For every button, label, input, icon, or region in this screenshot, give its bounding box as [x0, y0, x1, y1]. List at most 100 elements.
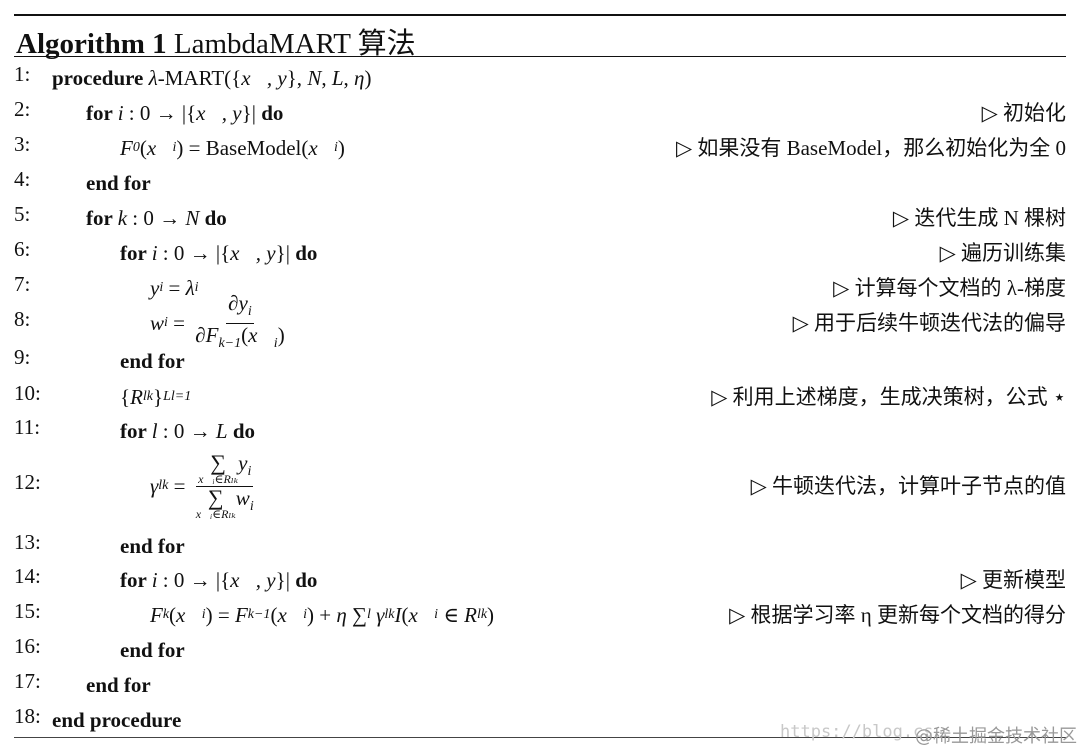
line-code: for k : 0 → N do — [86, 202, 227, 234]
keyword: do — [295, 240, 318, 265]
math-text: ∑ — [346, 602, 367, 627]
math-symbol: γ — [376, 602, 385, 627]
math-text: ( — [401, 602, 409, 627]
fraction: ∂yi ∂Fk−1(x⃗i) — [193, 292, 286, 355]
keyword: for — [120, 418, 152, 443]
keyword: do — [261, 100, 284, 125]
line-number: 3: — [14, 132, 31, 156]
line-comment: ▷ 如果没有 BaseModel，那么初始化为全 0 — [676, 132, 1066, 162]
math-symbol: η — [336, 602, 347, 627]
math-text: = — [167, 310, 191, 335]
algorithm-title: Algorithm 1 LambdaMART 算法 — [16, 20, 416, 62]
algorithm-label: Algorithm 1 — [16, 28, 167, 60]
line-number: 18: — [14, 704, 41, 728]
summation-index: x⃗ᵢ∈Rₗₖ — [195, 506, 236, 521]
math-text: , — [321, 65, 332, 90]
algorithm-line: 1: procedure λ -MART({x⃗, y}, N, L, η) — [0, 62, 1080, 94]
bottom-rule — [14, 737, 1066, 738]
algorithm-line: 14: for i : 0 → |{x⃗, y}| do ▷ 更新模型 — [0, 564, 1080, 596]
subscript: k — [162, 607, 170, 622]
line-number: 12: — [14, 470, 41, 494]
math-symbol: ∂y — [228, 290, 248, 315]
superscript: L — [163, 389, 171, 404]
line-code: for i : 0 → |{x⃗, y}| do — [120, 564, 317, 596]
comment-marker-icon: ▷ — [892, 206, 910, 230]
keyword: end procedure — [52, 707, 182, 732]
subscript: k−1 — [247, 607, 271, 622]
math-symbol: l — [151, 418, 158, 443]
summation: ∑ x⃗ᵢ∈Rₗₖ — [195, 486, 236, 521]
subscript: i — [247, 303, 252, 319]
math-text: ) — [337, 135, 345, 160]
comment-text: 如果没有 BaseModel，那么初始化为全 0 — [697, 136, 1066, 160]
math-text: : 0 → |{ — [157, 240, 231, 265]
line-number: 16: — [14, 634, 41, 658]
math-symbol: λ — [185, 275, 195, 300]
math-text: }| — [275, 567, 296, 592]
math-symbol: x⃗, y — [196, 100, 242, 125]
math-symbol: F — [120, 135, 133, 160]
algorithm-line: 8: w i = ∂yi ∂Fk−1(x⃗i) ▷ 用于后续牛顿迭代法的偏导 — [0, 292, 1080, 351]
math-symbol: i — [117, 100, 124, 125]
math-text: ) = — [205, 602, 235, 627]
subscript: i — [334, 140, 338, 155]
subscript: lk — [384, 607, 395, 622]
math-text: , — [343, 65, 355, 90]
subscript: i — [434, 607, 439, 622]
line-number: 7: — [14, 272, 31, 296]
line-comment: ▷ 根据学习率 η 更新每个文档的得分 — [729, 599, 1066, 629]
comment-marker-icon: ▷ — [939, 241, 956, 265]
comment-text: 牛顿迭代法，计算叶子节点的值 — [772, 474, 1066, 498]
fraction: ∑ x⃗ᵢ∈Rₗₖ yi ∑ x⃗ᵢ∈Rₗₖ wi — [194, 451, 256, 521]
line-number: 9: — [14, 345, 31, 369]
line-number: 14: — [14, 564, 41, 588]
math-symbol: ∂F — [195, 322, 219, 347]
algorithm-line: 9: end for — [0, 345, 1080, 377]
keyword: for — [120, 567, 152, 592]
math-symbol: x⃗ — [277, 602, 304, 627]
math-text: : 0 → — [127, 205, 186, 230]
line-code: for i : 0 → |{x⃗, y}| do — [86, 97, 283, 129]
math-text: { — [120, 384, 131, 409]
keyword: do — [199, 205, 227, 230]
subscript: l — [366, 607, 371, 622]
math-symbol: x⃗, y — [241, 65, 287, 90]
comment-text: 迭代生成 N 棵树 — [914, 206, 1066, 230]
math-symbol: x⃗ — [248, 322, 274, 347]
math-symbol: x⃗ — [308, 135, 335, 160]
subscript: lk — [476, 607, 488, 622]
math-symbol: w — [235, 485, 250, 510]
fraction-numerator: ∑ x⃗ᵢ∈Rₗₖ yi — [196, 451, 254, 487]
math-symbol: R — [130, 384, 143, 409]
comment-text: 计算每个文档的 λ-梯度 — [854, 276, 1066, 300]
math-symbol: x⃗ — [176, 602, 202, 627]
comment-text: 初始化 — [1003, 101, 1066, 125]
subscript: i — [172, 140, 177, 155]
algorithm-line: 6: for i : 0 → |{x⃗, y}| do ▷ 遍历训练集 — [0, 237, 1080, 269]
line-code: end for — [120, 634, 185, 666]
keyword: end for — [86, 170, 151, 195]
line-number: 4: — [14, 167, 31, 191]
math-text: ) + — [306, 602, 337, 627]
math-symbol: x⃗ — [146, 135, 173, 160]
subscript: i — [159, 280, 164, 295]
comment-text: 用于后续牛顿迭代法的偏导 — [814, 311, 1066, 335]
fraction-denominator: ∑ x⃗ᵢ∈Rₗₖ wi — [194, 485, 256, 521]
keyword: do — [295, 567, 318, 592]
math-text: ∈ — [438, 602, 465, 627]
math-text: : 0 → |{ — [157, 567, 231, 592]
line-code: end for — [120, 530, 185, 562]
math-text: = — [168, 473, 191, 498]
line-number: 5: — [14, 202, 31, 226]
line-code: γ lk = ∑ x⃗ᵢ∈Rₗₖ yi ∑ x⃗ᵢ∈Rₗₖ wi — [150, 442, 259, 530]
keyword: do — [227, 418, 255, 443]
math-symbol: L — [331, 65, 344, 90]
comment-marker-icon: ▷ — [750, 474, 767, 498]
math-text: }| — [241, 100, 262, 125]
math-symbol: x⃗, y — [230, 240, 276, 265]
